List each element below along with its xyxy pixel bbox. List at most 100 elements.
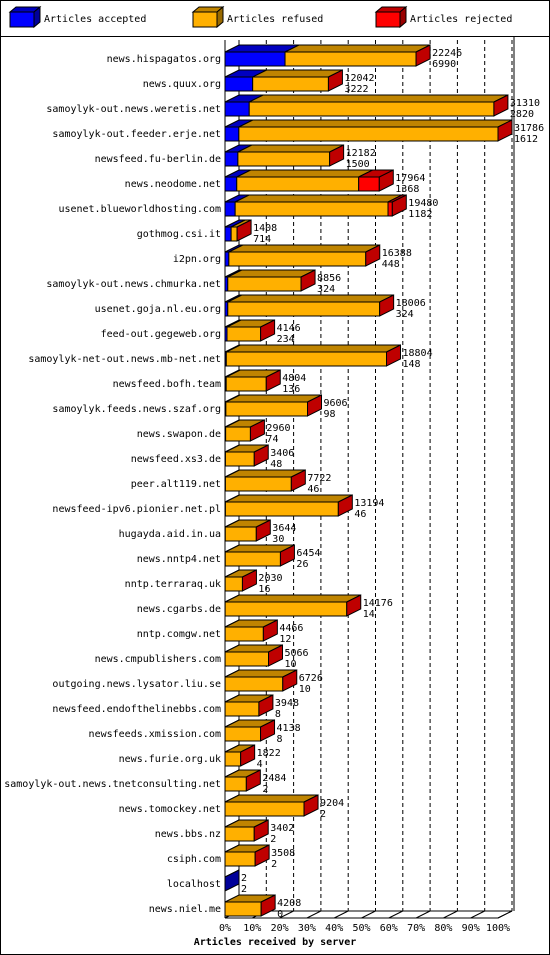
bar-top [227, 294, 394, 303]
legend-swatch [9, 11, 35, 28]
bar-side [337, 494, 353, 517]
total-label: 5066 [285, 648, 309, 659]
y-tick-label: samoylyk-out.news.chmurka.net [46, 279, 221, 290]
total-label: 3406 [270, 448, 294, 459]
y-tick-label: news.cgarbs.de [137, 604, 221, 615]
total-label: 13194 [354, 498, 384, 509]
bar-top [227, 269, 316, 278]
bar-side [386, 344, 402, 367]
bar-segment [238, 126, 499, 142]
bar-segment [228, 251, 367, 267]
bar-segment [224, 251, 230, 267]
total-label: 2484 [262, 773, 286, 784]
total-label: 2960 [266, 423, 290, 434]
bar-side [258, 694, 274, 717]
bar-top [252, 69, 343, 78]
accepted-label: 714 [253, 234, 271, 245]
bar-segment [284, 51, 417, 67]
bar-segment [224, 101, 250, 117]
bar-segment [224, 801, 305, 817]
y-tick-label: usenet.blueworldhosting.com [58, 204, 221, 215]
x-tick-label: 90% [462, 923, 480, 934]
bar-side [493, 94, 509, 117]
y-tick-label: news.bbs.nz [155, 829, 221, 840]
x-tick-label: 0% [219, 923, 231, 934]
total-label: 12042 [344, 73, 374, 84]
bar-segment [224, 551, 281, 567]
bar-side [391, 194, 407, 217]
bar-segment [225, 351, 388, 367]
y-tick-label: samoylyk-out.feeder.erje.net [52, 129, 221, 140]
y-tick-label: newsfeeds.xmission.com [89, 729, 221, 740]
y-tick-label: newsfeed.bofh.team [113, 379, 221, 390]
y-tick-label: news.quux.org [143, 79, 221, 90]
bar-segment [224, 626, 264, 642]
total-label: 12182 [346, 148, 376, 159]
total-label: 16388 [382, 248, 412, 259]
bar-side [327, 69, 343, 92]
total-label: 22246 [432, 48, 462, 59]
total-label: 1822 [257, 748, 281, 759]
accepted-label: 10 [299, 684, 311, 695]
accepted-label: 1612 [514, 134, 538, 145]
accepted-label: 4 [257, 759, 263, 770]
accepted-label: 6990 [432, 59, 456, 70]
x-tick [388, 910, 404, 919]
y-tick-label: news.cmpublishers.com [95, 654, 221, 665]
bar-segment [224, 676, 284, 692]
accepted-label: 1182 [408, 209, 432, 220]
y-tick-label: nntp.comgw.net [137, 629, 221, 640]
accepted-label: 136 [282, 384, 300, 395]
bar-side [260, 894, 276, 917]
bar-side [415, 44, 431, 67]
accepted-label: 14 [363, 609, 375, 620]
accepted-label: 1500 [346, 159, 370, 170]
x-tick-label: 80% [434, 923, 452, 934]
bar-side [379, 294, 395, 317]
x-tick-label: 10% [243, 923, 261, 934]
total-label: 2030 [258, 573, 282, 584]
total-label: 4804 [282, 373, 306, 384]
y-tick-label: nntp.terraraq.uk [125, 579, 221, 590]
accepted-label: 10 [285, 659, 297, 670]
bar-side [240, 744, 256, 767]
y-tick-label: csiph.com [167, 854, 221, 865]
accepted-label: 1368 [395, 184, 419, 195]
bar-segment [236, 176, 360, 192]
y-tick-label: samoylyk-net-out.news.mb-net.net [28, 354, 221, 365]
y-tick-label: news.furie.org.uk [119, 754, 221, 765]
y-tick-label: news.neodome.net [125, 179, 221, 190]
y-tick-label: gothmog.csi.it [137, 229, 221, 240]
accepted-label: 46 [307, 484, 319, 495]
y-tick-label: hugayda.aid.in.ua [119, 529, 221, 540]
bar-side [262, 619, 278, 642]
bar-top [236, 169, 373, 178]
bar-segment [224, 476, 292, 492]
total-label: 1408 [253, 223, 277, 234]
x-tick [470, 910, 485, 919]
accepted-label: 2 [320, 809, 326, 820]
accepted-label: 12 [279, 634, 291, 645]
bar-segment [224, 151, 239, 167]
x-tick-label: 50% [352, 923, 370, 934]
bar-segment [224, 126, 240, 142]
bar-side [255, 519, 271, 542]
bar-top [237, 144, 344, 153]
x-tick [279, 910, 294, 919]
bar-side [307, 394, 323, 417]
bar-side [303, 794, 319, 817]
x-tick [306, 910, 322, 919]
x-tick-label: 100% [486, 923, 510, 934]
x-tick [333, 910, 349, 919]
bar-segment [224, 76, 254, 92]
bar-segment [225, 376, 267, 392]
total-label: 3644 [272, 523, 296, 534]
y-tick-label: news.tomockey.net [119, 804, 221, 815]
bar-top [226, 344, 401, 353]
y-tick-label: newsfeed.endofthelinebbs.com [52, 704, 221, 715]
bar-top [225, 394, 322, 403]
accepted-label: 98 [324, 409, 336, 420]
legend-label: Articles refused [227, 14, 323, 25]
total-label: 8856 [317, 273, 341, 284]
bar-segment [224, 226, 232, 242]
